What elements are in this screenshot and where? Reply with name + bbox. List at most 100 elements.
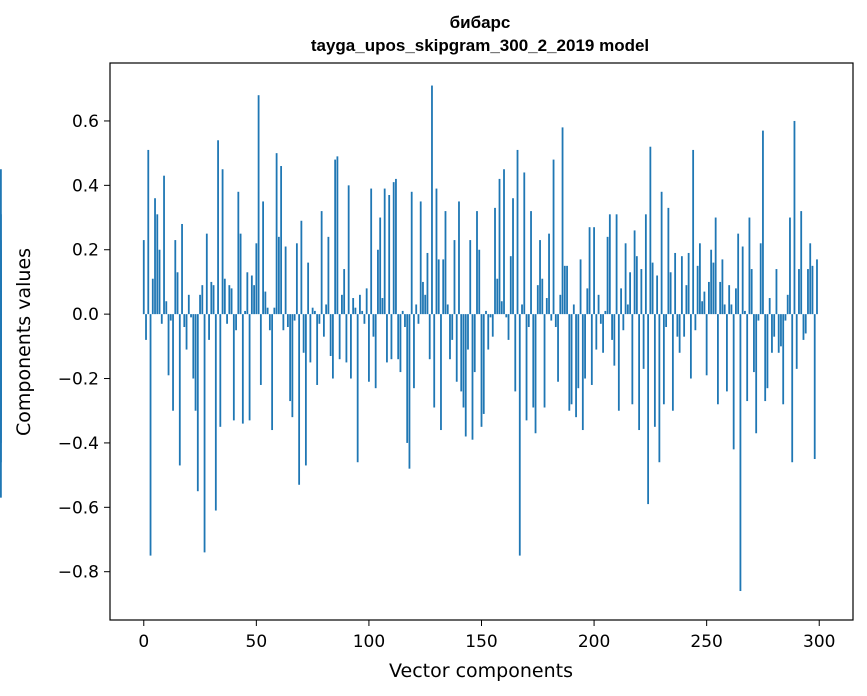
- bar: [626, 304, 629, 315]
- bar: [599, 314, 602, 324]
- bar: [273, 307, 276, 315]
- bar: [712, 262, 715, 315]
- bar: [440, 314, 442, 431]
- bar: [428, 314, 431, 360]
- bar: [811, 265, 814, 315]
- y-tick-label: 0.6: [72, 112, 99, 132]
- bar: [595, 314, 598, 350]
- bar: [732, 314, 735, 450]
- bar-series: [0, 85, 818, 592]
- bar: [705, 314, 708, 376]
- bar: [563, 265, 566, 315]
- bar: [651, 262, 654, 315]
- bar: [350, 314, 352, 379]
- bar: [624, 243, 627, 315]
- bar: [500, 301, 503, 315]
- bar: [807, 269, 809, 315]
- bar: [735, 288, 737, 315]
- bar: [183, 314, 186, 328]
- bar: [665, 314, 668, 328]
- bar: [203, 314, 206, 553]
- bar: [316, 314, 319, 385]
- bar: [766, 314, 769, 389]
- bar: [813, 314, 816, 460]
- bar: [156, 214, 159, 315]
- bar: [219, 314, 222, 427]
- bar: [791, 314, 794, 463]
- bar: [325, 304, 328, 315]
- bar: [268, 314, 271, 331]
- bar: [210, 281, 213, 315]
- bar: [503, 169, 505, 315]
- bar: [768, 298, 771, 315]
- bar: [667, 207, 670, 315]
- y-tick-label: −0.4: [58, 434, 99, 454]
- bar: [512, 198, 514, 315]
- bar: [289, 314, 292, 402]
- bar: [363, 314, 366, 324]
- bar: [631, 314, 634, 405]
- bar: [327, 236, 330, 315]
- bar: [201, 285, 204, 315]
- bar: [744, 310, 746, 315]
- bar: [759, 243, 762, 315]
- bar: [347, 185, 350, 315]
- bar: [158, 249, 161, 315]
- bar: [257, 95, 260, 315]
- bar: [214, 314, 217, 511]
- bar: [784, 314, 787, 321]
- bar: [602, 314, 604, 353]
- bar: [762, 130, 764, 315]
- bar: [703, 291, 706, 315]
- y-tick-label: −0.2: [58, 370, 99, 390]
- bar: [809, 243, 812, 315]
- bar: [386, 314, 388, 363]
- bar: [557, 314, 559, 382]
- x-tick-label: 150: [465, 632, 497, 652]
- bar: [444, 211, 447, 315]
- bar: [419, 201, 422, 315]
- bar: [523, 172, 526, 315]
- bar: [496, 278, 499, 315]
- bar: [336, 156, 339, 315]
- bar: [487, 314, 490, 350]
- bar: [494, 207, 496, 315]
- bar: [548, 233, 550, 315]
- chart-title: бибарс: [450, 13, 511, 32]
- x-tick-label: 50: [246, 632, 268, 652]
- bar: [145, 314, 147, 340]
- bar: [368, 314, 370, 382]
- bar: [757, 314, 760, 321]
- bar: [737, 233, 740, 315]
- bar: [232, 314, 235, 421]
- bar: [266, 307, 269, 315]
- bar: [469, 240, 472, 315]
- bar: [169, 314, 172, 321]
- bar: [739, 314, 742, 592]
- bar: [593, 227, 595, 315]
- bar: [291, 314, 294, 418]
- bar: [566, 265, 568, 315]
- bar: [545, 298, 548, 315]
- bar: [719, 281, 722, 315]
- bar: [298, 314, 301, 485]
- bar: [226, 314, 228, 324]
- bar: [372, 314, 375, 337]
- bar: [199, 294, 201, 315]
- bar: [426, 252, 429, 315]
- bar: [246, 272, 249, 315]
- bar: [604, 310, 607, 315]
- bar: [221, 169, 224, 315]
- bar: [629, 272, 631, 315]
- bar: [196, 314, 199, 492]
- bar: [581, 314, 584, 431]
- bar: [453, 240, 456, 315]
- bar: [194, 314, 197, 411]
- bar: [149, 314, 152, 556]
- bar: [332, 314, 334, 379]
- bar: [613, 314, 616, 366]
- bar: [413, 314, 415, 389]
- bar: [437, 259, 440, 315]
- bar: [338, 314, 341, 360]
